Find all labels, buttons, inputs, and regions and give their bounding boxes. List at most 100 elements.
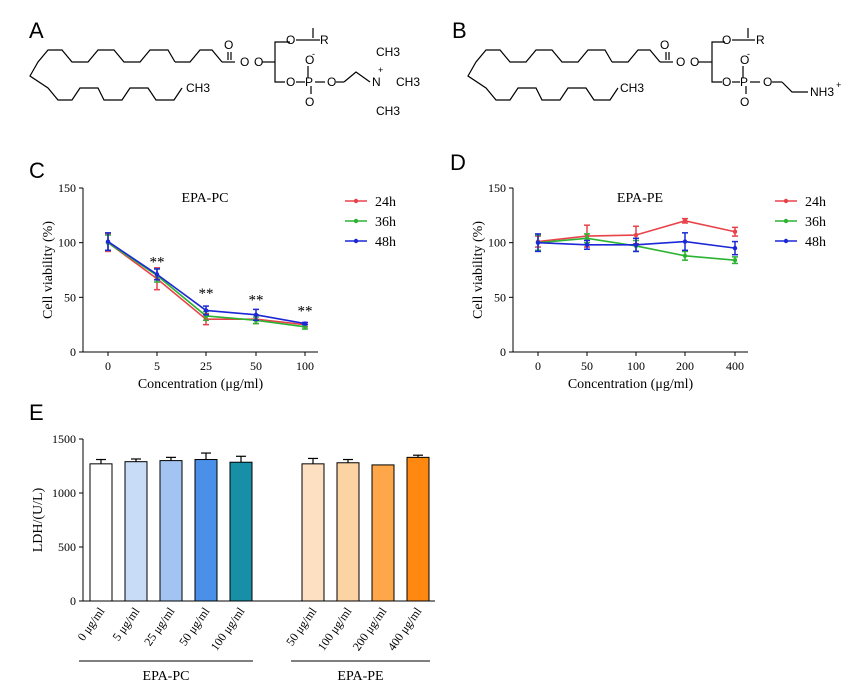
x-tick-label: 200 (676, 359, 694, 373)
legend-marker-24h (783, 198, 789, 204)
data-point (105, 239, 111, 244)
y-tick-label: 100 (488, 236, 506, 250)
data-point (154, 272, 160, 277)
data-point (633, 242, 639, 248)
bar (229, 461, 253, 602)
y-axis-label: Cell viability (%) (41, 221, 56, 319)
x-tick-label: 100 μg/ml (315, 604, 355, 653)
n-charge-a: + (378, 65, 383, 75)
bar (159, 460, 183, 602)
data-point (584, 236, 590, 241)
significance-marker: ** (298, 303, 313, 319)
legend-marker-48h (783, 238, 789, 244)
y-axis-label: Cell viability (%) (471, 221, 486, 319)
svg-text:O: O (327, 75, 336, 89)
bar (89, 463, 113, 602)
data-point (732, 229, 738, 234)
bar (301, 463, 325, 602)
bar (371, 464, 395, 602)
x-axis-label: Concentration (μg/ml) (568, 377, 694, 392)
legend-marker-36h (353, 218, 359, 224)
series-48h (105, 232, 308, 326)
svg-text:O: O (305, 95, 314, 109)
data-point (203, 308, 209, 313)
ch3-top-a: CH3 (376, 45, 400, 59)
o-charge-b: - (747, 49, 750, 59)
data-point (682, 253, 688, 258)
bar (406, 456, 430, 602)
nh3-b: NH3 (810, 85, 834, 99)
y-tick-label: 100 (58, 236, 76, 250)
x-axis-label: Concentration (μg/ml) (138, 377, 264, 392)
x-tick-label: 0 μg/ml (75, 604, 108, 643)
bar (124, 461, 148, 602)
x-tick-label: 400 (726, 359, 744, 373)
phosphorus-a: P (305, 75, 313, 89)
o-charge-a: - (312, 49, 315, 59)
data-point (633, 232, 639, 238)
r-group-b: R (756, 33, 765, 47)
group-label: EPA-PE (337, 669, 383, 684)
panel-letter-b: B (452, 18, 467, 43)
svg-text:O: O (240, 55, 249, 69)
legend-marker-48h (353, 238, 359, 244)
y-tick-label: 50 (494, 290, 506, 304)
svg-text:O: O (286, 75, 295, 89)
nh3-charge-b: + (836, 80, 841, 90)
legend-marker-24h (353, 198, 359, 204)
data-point (732, 257, 738, 263)
group-label: EPA-PC (143, 669, 190, 684)
x-tick-label: 50 (581, 359, 593, 373)
x-tick-label: 100 μg/ml (208, 604, 248, 653)
x-tick-label: 25 (200, 359, 212, 373)
y-tick-label: 1000 (52, 486, 76, 500)
data-point (732, 245, 738, 251)
ch3-tail-a: CH3 (186, 81, 210, 95)
legend-label-24h: 24h (375, 195, 396, 210)
bar (336, 462, 360, 602)
x-tick-label: 50 (250, 359, 262, 373)
panel-letter-e: E (29, 400, 44, 425)
significance-marker: ** (249, 293, 264, 309)
y-tick-label: 0 (500, 345, 506, 359)
r-group-a: R (320, 33, 329, 47)
x-tick-label: 25 μg/ml (141, 604, 178, 648)
data-point (682, 239, 688, 244)
x-tick-label: 50 μg/ml (176, 604, 213, 648)
panel-letter-d: D (450, 150, 466, 175)
bar (194, 459, 218, 602)
y-tick-label: 50 (64, 290, 76, 304)
legend-label-24h: 24h (805, 195, 826, 210)
svg-text:O: O (722, 33, 731, 47)
x-tick-label: 400 μg/ml (385, 604, 425, 653)
chart-d-epa-pe: 0 50 100 150 0 50 100 200 400 EPA-PE Concentration… (471, 181, 826, 392)
y-tick-label: 0 (70, 345, 76, 359)
y-tick-label: 150 (488, 181, 506, 195)
svg-text:O: O (740, 53, 749, 67)
ch3-bottom-a: CH3 (376, 104, 400, 118)
legend-marker-36h (783, 218, 789, 224)
x-tick-label: 50 μg/ml (283, 604, 320, 648)
ch3-right-a: CH3 (396, 75, 420, 89)
x-tick-label: 200 μg/ml (350, 604, 390, 653)
chart-title: EPA-PE (617, 191, 663, 206)
svg-text:O: O (254, 55, 263, 69)
ch3-tail-b: CH3 (620, 81, 644, 95)
svg-text:O: O (305, 53, 314, 67)
x-tick-label: 100 (296, 359, 314, 373)
svg-text:O: O (286, 33, 295, 47)
svg-text:O: O (722, 75, 731, 89)
y-axis-label: LDH/(U/L) (31, 487, 46, 552)
legend-label-36h: 36h (805, 215, 826, 230)
y-tick-label: 1500 (52, 432, 76, 446)
x-tick-label: 0 (535, 359, 541, 373)
y-tick-label: 0 (70, 594, 76, 608)
data-point (302, 324, 308, 330)
structure-epa-pe (467, 28, 808, 101)
phosphorus-b: P (740, 75, 748, 89)
svg-text:O: O (676, 55, 685, 69)
data-point (302, 321, 308, 326)
nitrogen-a: N (372, 75, 381, 89)
